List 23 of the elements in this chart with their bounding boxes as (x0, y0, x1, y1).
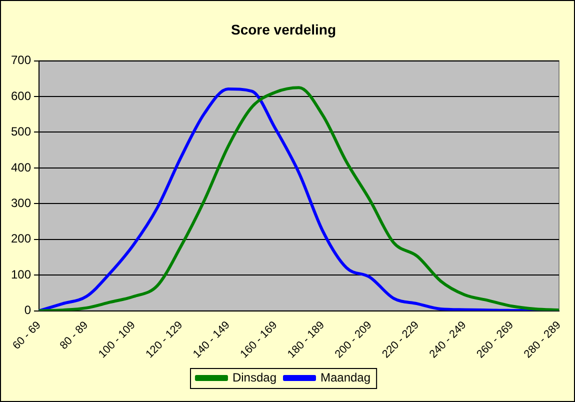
x-tick-label: 60 - 69 (10, 319, 44, 352)
y-tick-label: 200 (10, 232, 32, 246)
x-tick-label: 200 - 209 (332, 319, 374, 361)
y-tick-label: 300 (10, 196, 32, 210)
x-tick-label: 220 - 229 (380, 319, 422, 361)
y-tick-label: 500 (10, 124, 32, 139)
x-tick-label: 180 - 189 (286, 319, 327, 361)
x-tick-label: 140 - 149 (191, 319, 232, 361)
y-tick-label: 600 (10, 88, 32, 103)
y-tick-label: 100 (10, 267, 32, 282)
x-tick-label: 260 - 269 (474, 319, 516, 361)
x-tick-label: 280 - 289 (522, 319, 564, 361)
legend-label: Maandag (320, 370, 371, 384)
x-tick-label: 100 - 109 (96, 319, 138, 361)
y-tick-label: 0 (24, 303, 32, 318)
x-tick-label: 160 - 169 (238, 319, 280, 361)
x-tick-label: 120 - 129 (144, 319, 186, 361)
chart-title: Score verdeling (230, 21, 336, 38)
legend-label: Dinsdag (232, 370, 276, 384)
x-tick-label: 240 - 249 (427, 319, 469, 361)
y-tick-label: 700 (10, 53, 32, 68)
x-tick-label: 80 - 89 (58, 319, 91, 352)
y-tick-label: 400 (10, 160, 32, 174)
